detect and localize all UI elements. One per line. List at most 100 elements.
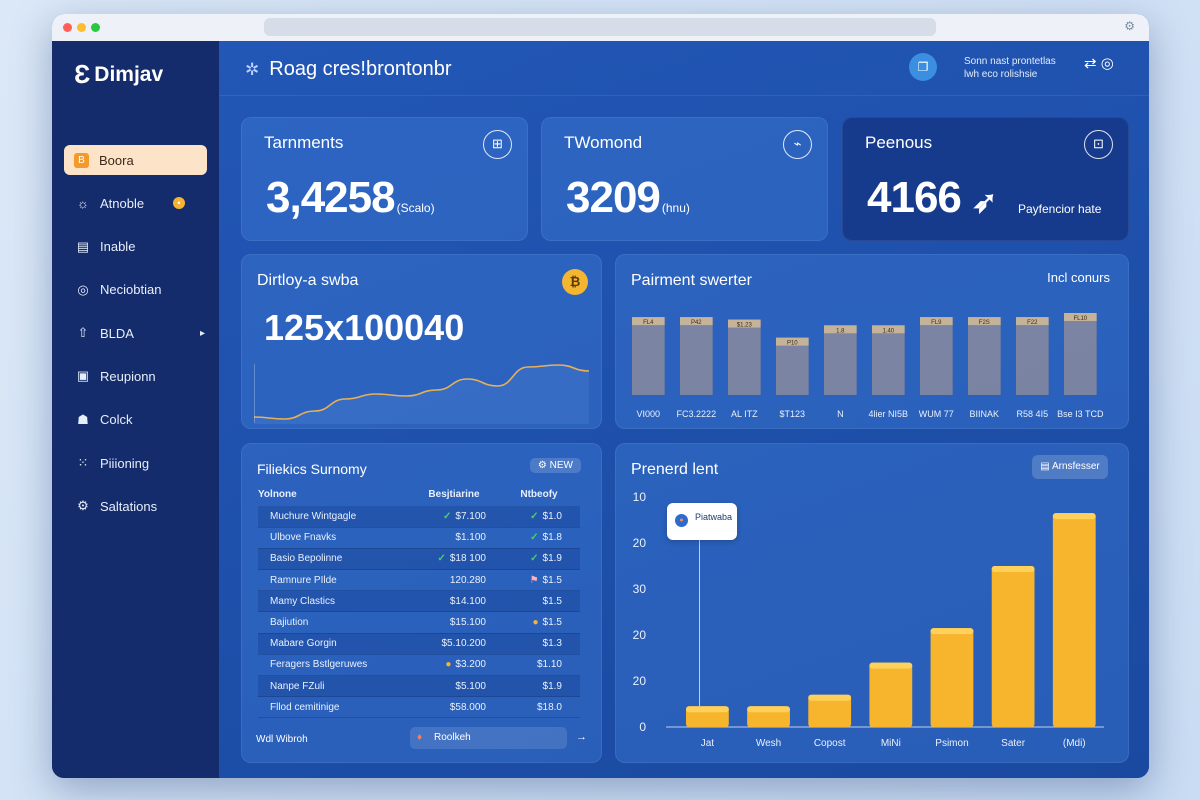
check-icon: ✓ — [530, 553, 539, 565]
grid-icon: ⁙ — [77, 455, 89, 471]
user-switch-icon[interactable]: ⇄ ◎ — [1084, 55, 1114, 72]
table-row[interactable]: Mabare Gorgin $5.10.200 $1.3 — [258, 633, 580, 655]
flame-icon: ♦ — [417, 732, 423, 743]
pref-bar-highlight — [869, 662, 913, 669]
payment-bar[interactable] — [920, 317, 953, 395]
payment-bar-cap — [1016, 317, 1049, 326]
table-row[interactable]: Nanpe FZuli $5.100 $1.9 — [258, 675, 580, 698]
extension-icon[interactable]: ⚙ — [1124, 19, 1135, 33]
pref-bar[interactable] — [930, 628, 974, 727]
expand-caret-icon[interactable]: ▸ — [199, 327, 205, 339]
row-value-b: ⚑ $1.5 — [498, 569, 580, 592]
summary-title: Filiekics Surnomy — [257, 461, 367, 477]
bookmark-icon[interactable]: ❐ — [909, 53, 937, 81]
sidebar-item-saltations[interactable]: ⚙ Saltations — [64, 491, 207, 521]
pref-bar-highlight — [1052, 513, 1096, 520]
payment-bar[interactable] — [968, 317, 1001, 395]
sidebar-item-label: Piiioning — [100, 455, 150, 471]
settings-gear-icon[interactable]: ✲ — [245, 59, 260, 79]
sidebar-item-blda[interactable]: ⇧ BLDA ▸ — [64, 318, 207, 348]
table-row[interactable]: Feragers Bstlgeruwes ● $3.200 $1.10 — [258, 654, 580, 677]
sidebar-item-boora[interactable]: B Boora — [64, 145, 207, 175]
row-name: Fllod cemitinige — [258, 696, 410, 719]
pref-bar[interactable] — [1052, 513, 1096, 727]
pref-bar[interactable] — [808, 694, 852, 727]
value-text: $1.0 — [542, 510, 562, 522]
address-bar[interactable] — [264, 18, 936, 36]
lock-icon[interactable]: ⊡ — [1084, 130, 1113, 159]
payment-bar[interactable] — [632, 317, 665, 395]
sidebar-item-label: Saltations — [100, 498, 158, 514]
sidebar-item-neciobtian[interactable]: ◎ Neciobtian — [64, 275, 207, 305]
sidebar-item-piiioning[interactable]: ⁙ Piiioning — [64, 448, 207, 478]
payment-bar-cap — [968, 317, 1001, 326]
row-value-a: ✓ $7.100 — [410, 506, 498, 528]
table-row[interactable]: Basio Bepolinne ✓ $18 100 ✓ $1.9 — [258, 548, 580, 571]
payment-bar[interactable] — [1064, 313, 1097, 395]
payment-bar[interactable] — [776, 337, 809, 395]
sidebar-item-label: BLDA — [100, 325, 134, 341]
new-tag[interactable]: ⚙ NEW — [529, 458, 581, 473]
table-row[interactable]: Mamy Clastics $14.100 $1.5 — [258, 590, 580, 613]
value-text: $1.9 — [542, 553, 562, 565]
table-row[interactable]: Bajiution $15.100 ● $1.5 — [258, 611, 580, 634]
table-row[interactable]: Ramnure PIlde 120.280 ⚑ $1.5 — [258, 569, 580, 592]
tag-icon[interactable]: ⌁ — [783, 130, 812, 159]
stat-label: Peenous — [865, 133, 933, 152]
payment-bar[interactable] — [680, 317, 713, 395]
sidebar-item-atnoble[interactable]: ☼ Atnoble • — [64, 188, 207, 218]
stat-card-tarnments[interactable]: Tarnments 3,4258 (Scalo) ⊞ — [241, 117, 528, 241]
upload-icon: ⇧ — [77, 325, 89, 341]
payment-bar-cap — [1064, 313, 1097, 321]
payment-bar[interactable] — [872, 325, 905, 395]
table-row[interactable]: Muchure Wintgagle ✓ $7.100 ✓ $1.0 — [258, 506, 580, 528]
col-header: Yolnone — [258, 488, 297, 500]
x-tick-label: Wesh — [756, 738, 781, 749]
row-name: Ramnure PIlde — [258, 569, 410, 592]
pref-bar[interactable] — [991, 566, 1035, 727]
row-name: Mamy Clastics — [258, 590, 410, 613]
payment-bar[interactable] — [728, 319, 761, 395]
sidebar-item-label: Atnoble — [100, 195, 145, 211]
payment-card[interactable]: Pairment swerter Incl conurs FL4 VI000 P42… — [615, 254, 1129, 429]
pref-action-button[interactable]: ▤ Arnsfesser — [1032, 455, 1108, 479]
stat-card-peenous[interactable]: Peenous 4166 ➶ Payfencior hate ⊡ — [842, 117, 1129, 241]
maximize-dot[interactable] — [91, 23, 100, 32]
value-text: $18.0 — [536, 701, 562, 713]
pref-action-label: Arnsfesser — [1051, 461, 1100, 472]
coin-dot-icon: ● — [445, 659, 452, 671]
minimize-dot[interactable] — [77, 23, 86, 32]
payment-bar-label: BIINAK — [970, 409, 1000, 419]
sparkline-area — [254, 365, 589, 424]
trend-value: 125x100040 — [264, 307, 465, 348]
row-value-a: $15.100 — [410, 611, 498, 634]
pref-bar-highlight — [686, 706, 729, 713]
currency-icon[interactable]: ⊞ — [483, 130, 512, 159]
sidebar-item-inable[interactable]: ▤ Inable — [64, 232, 207, 262]
stat-card-twomond[interactable]: TWomond 3209 (hnu) ⌁ — [541, 117, 828, 241]
tooltip-icon: ● — [675, 514, 688, 527]
table-row[interactable]: Ulbove Fnavks $1.100 ✓ $1.8 — [258, 527, 580, 549]
browser-chrome: ⚙ — [52, 14, 1149, 41]
brand-logo[interactable]: Ɛ Dimjav — [74, 59, 163, 90]
pref-bar[interactable] — [869, 662, 913, 727]
close-dot[interactable] — [63, 23, 72, 32]
payment-bar[interactable] — [824, 325, 857, 395]
stat-unit: (hnu) — [661, 201, 690, 215]
payment-bar[interactable] — [1016, 317, 1049, 395]
payment-bar-cap — [728, 319, 761, 328]
row-value-b: ✓ $1.9 — [498, 548, 580, 571]
value-text: $58.000 — [449, 701, 486, 713]
sidebar-item-reupionn[interactable]: ▣ Reupionn — [64, 361, 207, 391]
document-icon: ▤ — [76, 238, 90, 254]
trend-card[interactable]: Dirtloy-a swba ₿ 125x100040 — [241, 254, 602, 429]
sidebar-item-colck[interactable]: ☗ Colck — [64, 405, 207, 435]
row-value-a: $5.100 — [410, 675, 498, 698]
footer-input[interactable]: ♦ Roolkeh — [410, 727, 567, 749]
y-tick-label: 10 — [633, 490, 647, 504]
payment-bar-chart: FL4 VI000 P42 FC3.2222 $1.23 AL ITZ P10 $T123 1.… — [632, 313, 1104, 419]
row-value-b: $1.10 — [498, 654, 580, 677]
next-arrow-icon[interactable]: → — [576, 731, 587, 743]
payment-bar-top-label: P42 — [691, 320, 702, 326]
table-row[interactable]: Fllod cemitinige $58.000 $18.0 — [258, 696, 580, 719]
